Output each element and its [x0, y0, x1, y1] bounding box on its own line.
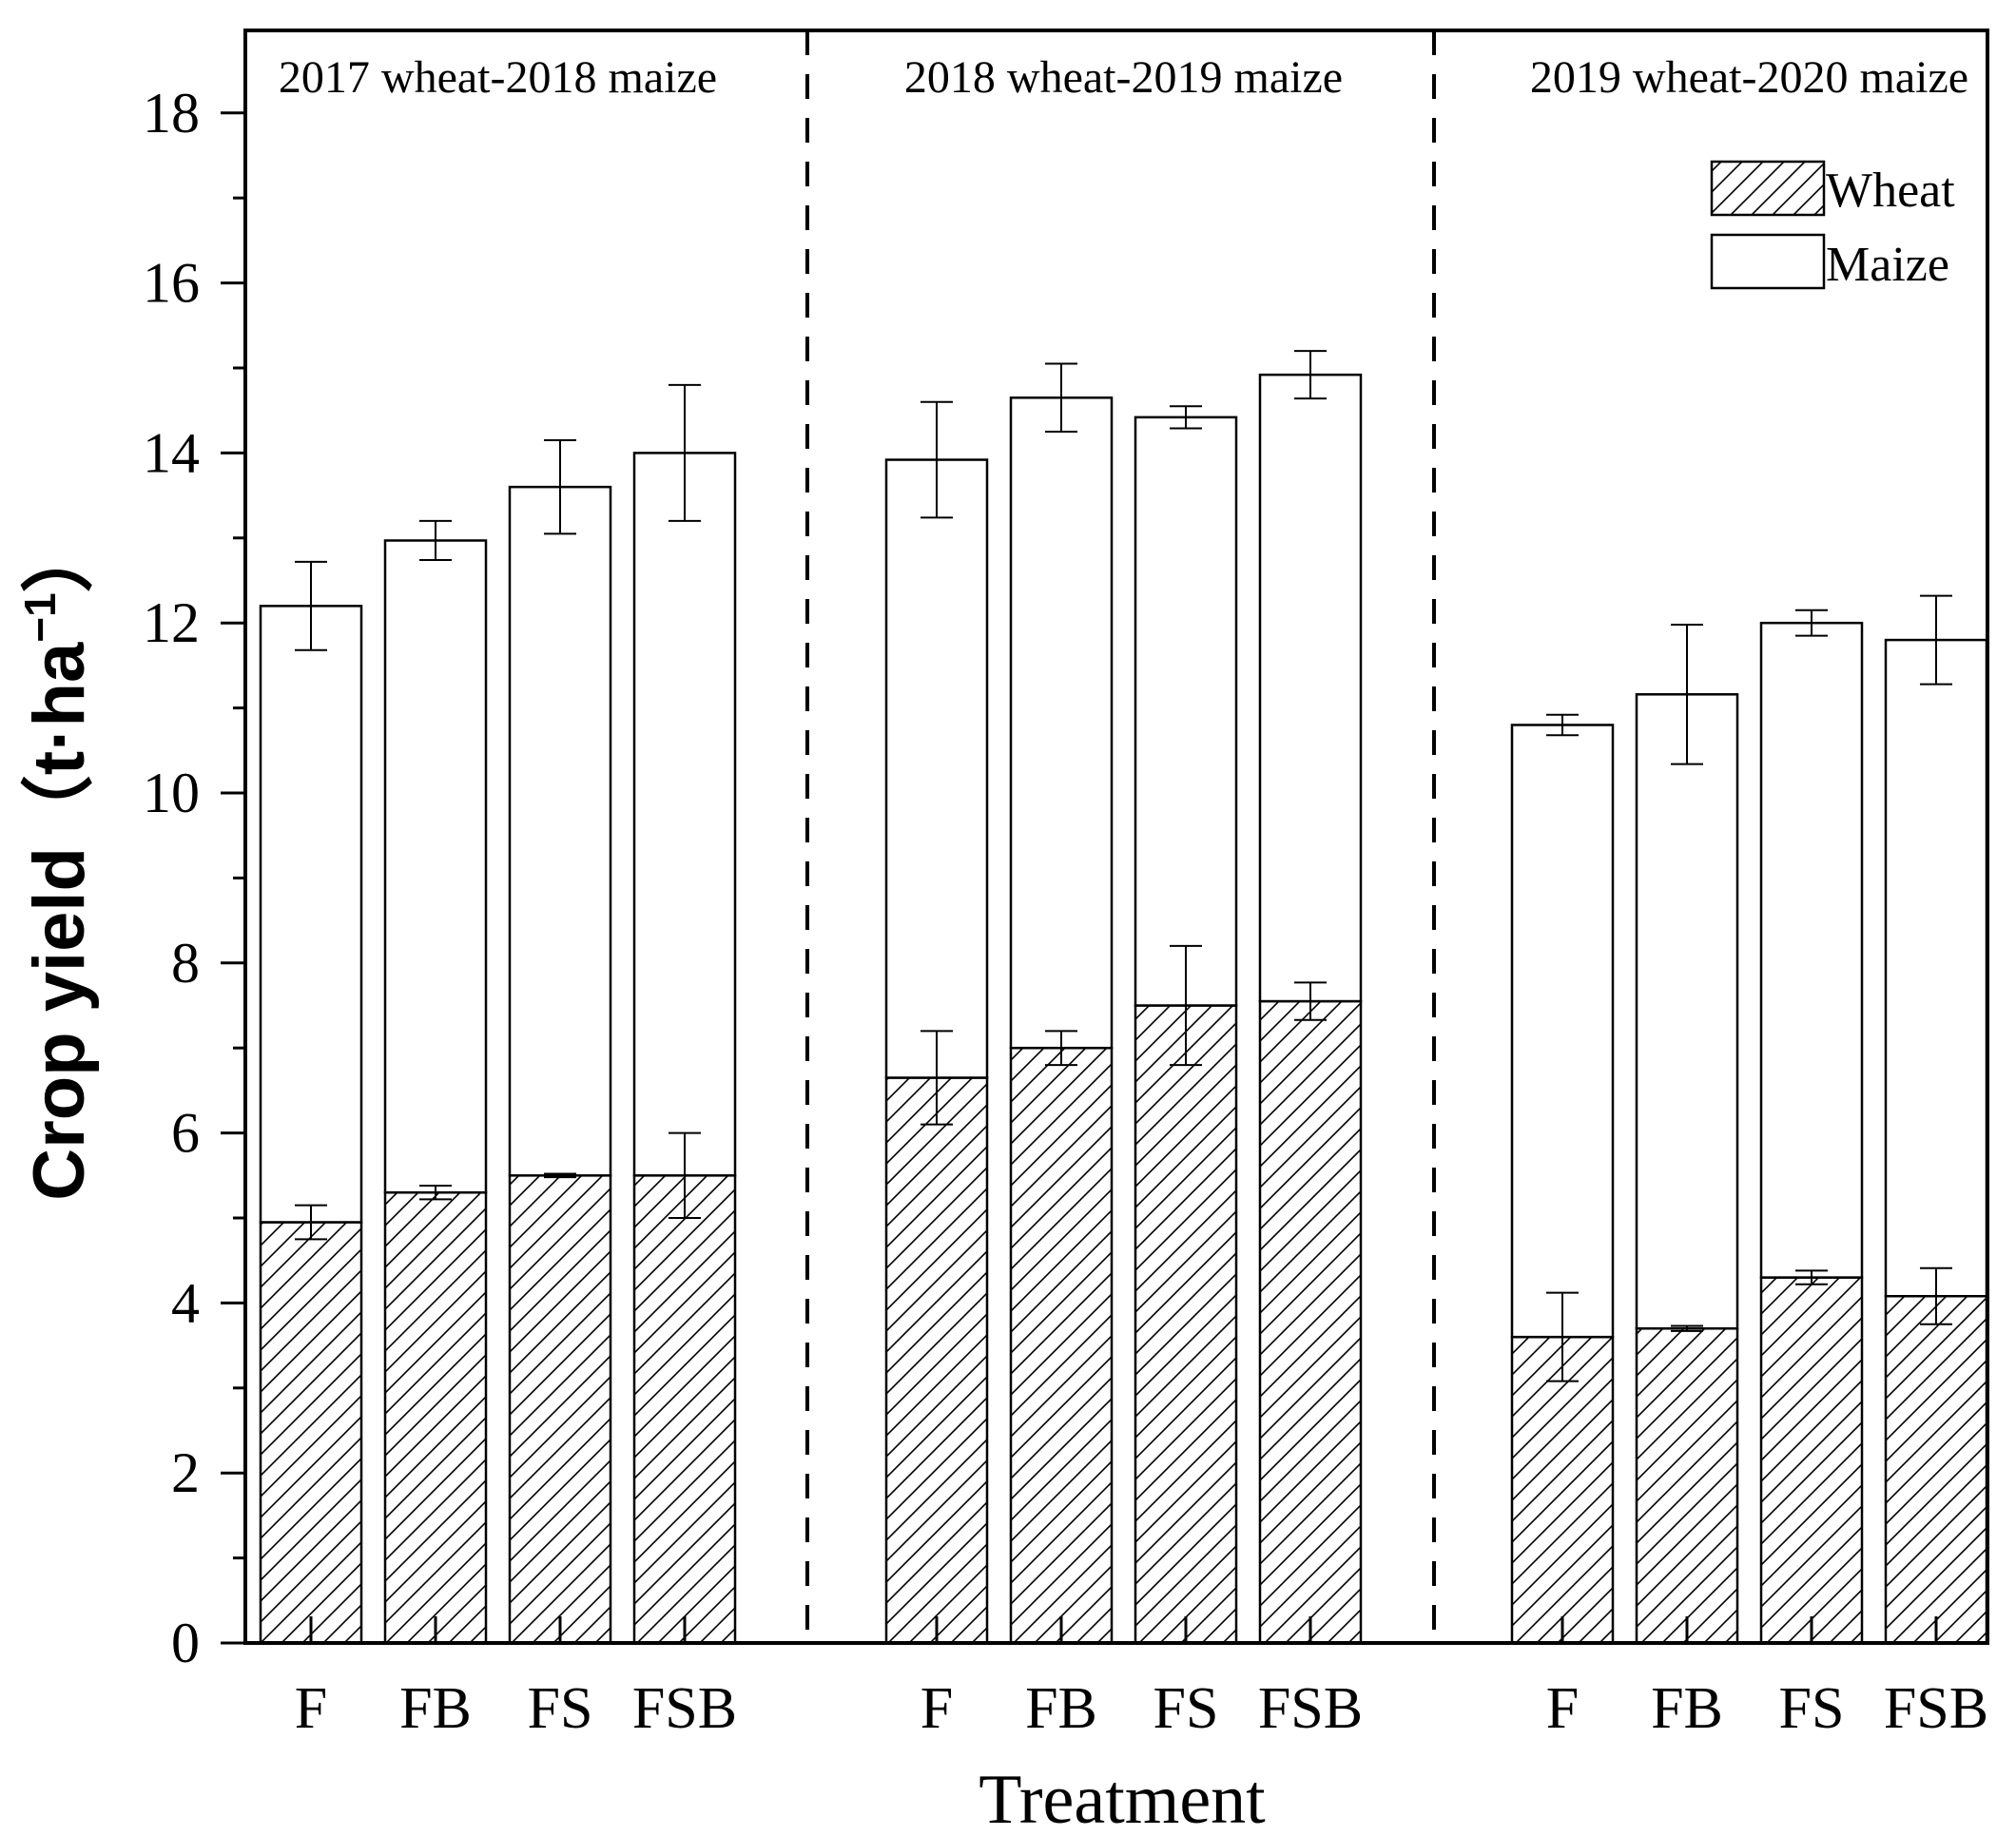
x-tick-label: FS [1779, 1676, 1845, 1741]
bar-maize-F [1510, 724, 1615, 1339]
bar-maize-FS [1759, 621, 1864, 1279]
bar-wheat-FS [1134, 1004, 1238, 1645]
x-tick-label: FB [399, 1676, 472, 1741]
bars [259, 373, 1988, 1645]
y-tick-label: 2 [171, 1441, 200, 1504]
group-title: 2017 wheat-2018 maize [279, 52, 717, 103]
group-dividers [805, 30, 1436, 1643]
group-titles: 2017 wheat-2018 maize 2018 wheat-2019 mai… [279, 52, 1968, 103]
y-tick-label: 18 [143, 82, 200, 145]
bar-wheat-F [884, 1076, 989, 1645]
legend-label-maize: Maize [1826, 238, 1949, 292]
x-tick-label: F [921, 1676, 953, 1741]
y-tick-label: 0 [171, 1612, 200, 1674]
x-axis-label: Treatment [979, 1761, 1266, 1836]
legend-label-wheat: Wheat [1826, 164, 1955, 218]
bar-maize-FSB [1258, 373, 1363, 1003]
group-title: 2019 wheat-2020 maize [1530, 52, 1968, 103]
bar-wheat-FB [1009, 1046, 1114, 1645]
x-tick-label: FSB [1884, 1676, 1988, 1741]
y-tick-label: 8 [171, 932, 200, 995]
x-tick-label: FS [1153, 1676, 1219, 1741]
y-tick-label: 4 [171, 1271, 200, 1334]
bar-maize-FS [508, 485, 612, 1177]
x-tick-label: FB [1651, 1676, 1723, 1741]
group-title: 2018 wheat-2019 maize [904, 52, 1343, 103]
x-ticks: F FB FS FSB F FB FS FSB F FB FS FSB [295, 1616, 1988, 1741]
y-tick-label: 10 [143, 762, 200, 824]
y-ticks: 0 2 4 6 8 10 12 14 16 18 [143, 82, 245, 1674]
x-tick-label: FS [528, 1676, 593, 1741]
bar-maize-F [259, 605, 363, 1224]
bar-maize-FS [1134, 416, 1238, 1007]
x-tick-label: FSB [1258, 1676, 1363, 1741]
x-tick-label: F [295, 1676, 327, 1741]
x-tick-label: FB [1025, 1676, 1097, 1741]
bar-maize-F [884, 458, 989, 1079]
y-axis-label-close: ） [19, 520, 100, 592]
bar-maize-FB [1009, 396, 1114, 1050]
y-tick-label: 16 [143, 252, 200, 315]
bar-wheat-FB [1635, 1326, 1739, 1645]
bar-maize-FSB [632, 452, 737, 1177]
bar-wheat-FSB [632, 1174, 737, 1645]
bar-maize-FB [383, 539, 488, 1194]
y-axis-label-main: Crop yield（t·ha [19, 642, 100, 1201]
x-tick-label: F [1546, 1676, 1579, 1741]
bar-wheat-FSB [1258, 999, 1363, 1645]
bar-wheat-FB [383, 1190, 488, 1645]
y-axis-label: Crop yield（t·ha−1） [15, 520, 100, 1200]
legend: Wheat Maize [1710, 160, 1955, 292]
x-tick-label: FSB [632, 1676, 737, 1741]
bar-wheat-F [259, 1221, 363, 1645]
bar-wheat-F [1510, 1335, 1615, 1645]
y-tick-label: 6 [171, 1102, 200, 1165]
bar-wheat-FSB [1884, 1294, 1988, 1645]
error-bars [295, 350, 1952, 1382]
legend-swatch-wheat [1710, 160, 1826, 217]
bar-maize-FSB [1884, 638, 1988, 1298]
y-tick-label: 14 [143, 421, 200, 484]
legend-swatch-maize [1710, 233, 1826, 290]
bar-wheat-FS [508, 1174, 612, 1645]
bar-maize-FB [1635, 693, 1739, 1330]
y-tick-label: 12 [143, 591, 200, 654]
y-axis-label-superscript: −1 [15, 592, 65, 642]
bar-wheat-FS [1759, 1276, 1864, 1645]
